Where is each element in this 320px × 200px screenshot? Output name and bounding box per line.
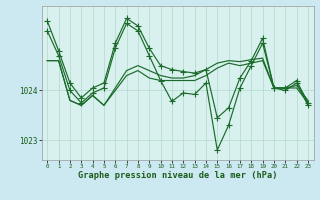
X-axis label: Graphe pression niveau de la mer (hPa): Graphe pression niveau de la mer (hPa)	[78, 171, 277, 180]
